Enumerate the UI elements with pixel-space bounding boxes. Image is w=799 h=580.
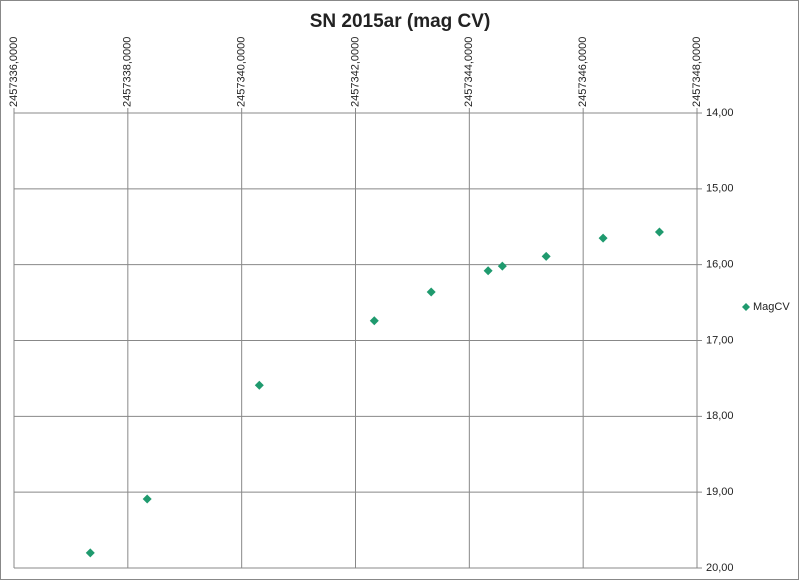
legend-label: MagCV bbox=[753, 301, 790, 313]
data-point bbox=[497, 261, 507, 271]
y-tick-label: 16,00 bbox=[706, 259, 734, 271]
y-tick-label: 15,00 bbox=[706, 183, 734, 195]
data-point bbox=[483, 266, 493, 276]
data-point bbox=[426, 287, 436, 297]
legend-marker bbox=[742, 303, 750, 311]
data-point bbox=[541, 251, 551, 261]
y-tick-label: 19,00 bbox=[706, 486, 734, 498]
data-point bbox=[369, 316, 379, 326]
x-tick-label: 2457338,0000 bbox=[122, 37, 134, 107]
data-point bbox=[254, 380, 264, 390]
x-tick-label: 2457346,0000 bbox=[577, 37, 589, 107]
y-tick-label: 20,00 bbox=[706, 562, 734, 574]
chart-title: SN 2015ar (mag CV) bbox=[310, 11, 491, 32]
data-point bbox=[85, 548, 95, 558]
x-tick-label: 2457340,0000 bbox=[236, 37, 248, 107]
x-tick-label: 2457342,0000 bbox=[349, 37, 361, 107]
data-point bbox=[598, 233, 608, 243]
y-tick-label: 17,00 bbox=[706, 334, 734, 346]
y-tick-label: 18,00 bbox=[706, 410, 734, 422]
y-tick-label: 14,00 bbox=[706, 107, 734, 119]
x-tick-label: 2457348,0000 bbox=[691, 37, 703, 107]
data-point bbox=[142, 494, 152, 504]
data-point bbox=[654, 227, 664, 237]
x-tick-label: 2457344,0000 bbox=[463, 37, 475, 107]
x-tick-label: 2457336,0000 bbox=[8, 37, 20, 107]
